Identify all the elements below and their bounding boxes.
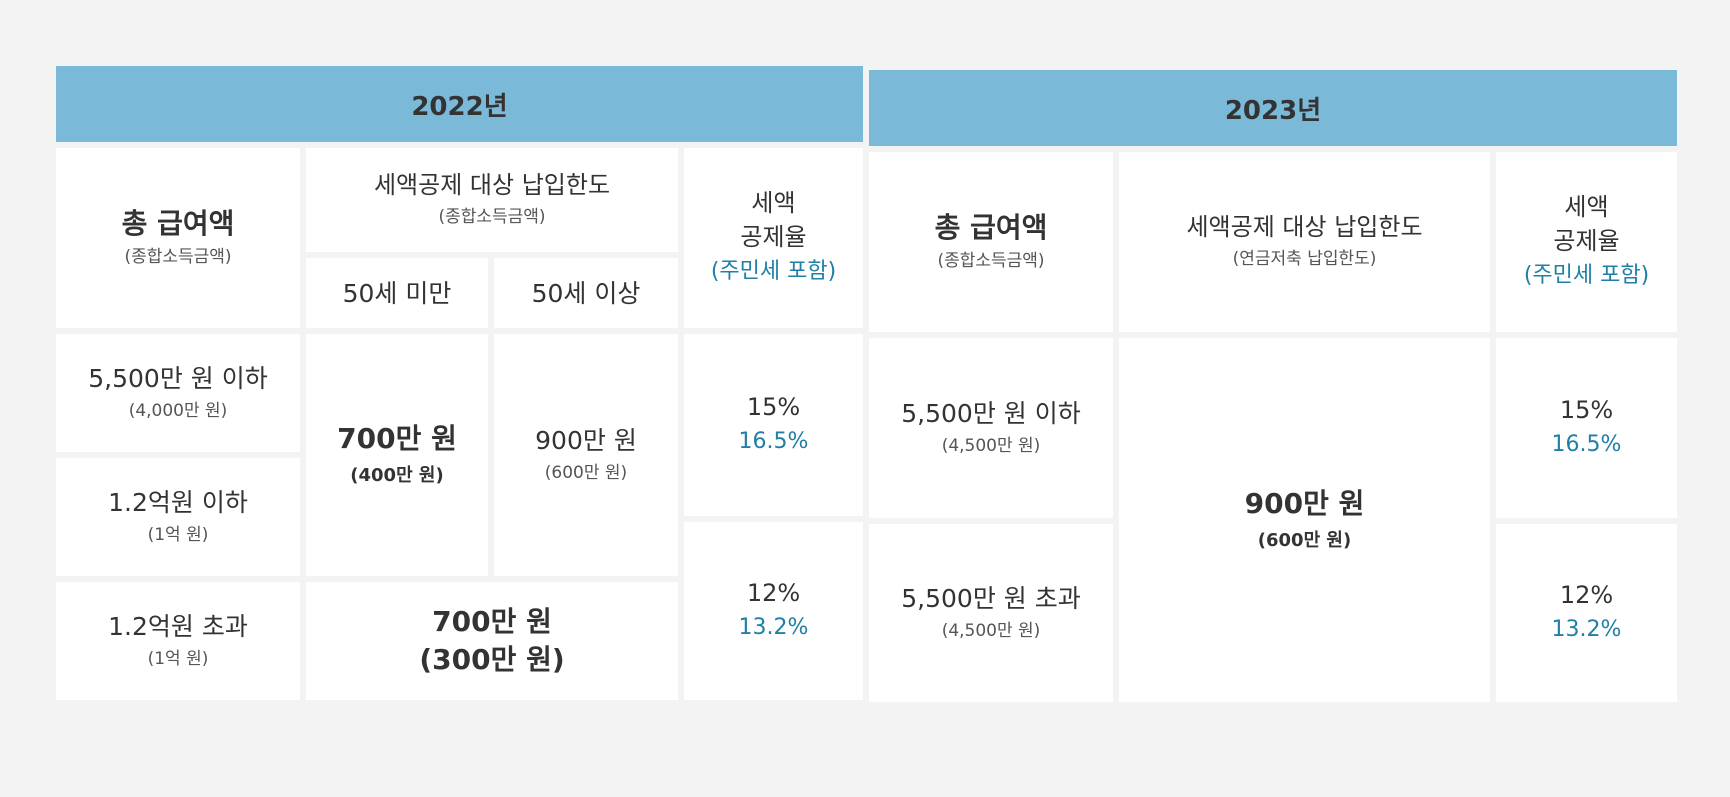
- col-limit-2022: 세액공제 대상 납입한도 (종합소득금액): [306, 148, 678, 252]
- col-over50-2022-label: 50세 이상: [531, 278, 641, 308]
- col-rate-2022-line1: 세액: [751, 189, 796, 218]
- salary-row3-2022-sub: (1억 원): [147, 648, 209, 669]
- limit-over50-2022-main: 900만 원: [535, 425, 637, 455]
- col-under50-2022: 50세 미만: [306, 258, 488, 328]
- rate1-2022: 15% 16.5%: [684, 334, 863, 516]
- rate2-2023-incl: 13.2%: [1551, 616, 1622, 642]
- salary-row2-2022-sub: (1억 원): [147, 524, 209, 545]
- salary-row2-2022-main: 1.2억원 이하: [108, 487, 248, 517]
- limit-2023-sub: (600만 원): [1257, 529, 1352, 551]
- col-salary-2023: 총 급여액 (종합소득금액): [869, 152, 1113, 332]
- col-rate-2023: 세액 공제율 (주민세 포함): [1496, 152, 1677, 332]
- salary-row2-2023-main: 5,500만 원 초과: [901, 583, 1081, 613]
- salary-row2-2023: 5,500만 원 초과 (4,500만 원): [869, 524, 1113, 702]
- rate2-2022: 12% 13.2%: [684, 522, 863, 700]
- col-under50-2022-label: 50세 미만: [342, 278, 452, 308]
- rate1-2023-base: 15%: [1559, 396, 1614, 425]
- rate2-2022-incl: 13.2%: [738, 614, 809, 640]
- col-rate-2023-line1: 세액: [1564, 193, 1609, 222]
- col-salary-2023-sub: (종합소득금액): [937, 251, 1045, 272]
- col-limit-2023-sub: (연금저축 납입한도): [1232, 249, 1377, 270]
- col-rate-2022-line2: 공제율: [740, 222, 807, 251]
- limit-under50-2022-sub: (400만 원): [350, 464, 444, 486]
- limit-2023: 900만 원 (600만 원): [1119, 338, 1490, 702]
- salary-row1-2023-main: 5,500만 원 이하: [901, 398, 1081, 428]
- salary-row1-2023: 5,500만 원 이하 (4,500만 원): [869, 338, 1113, 518]
- rate1-2023-incl: 16.5%: [1551, 431, 1622, 457]
- salary-row1-2022-main: 5,500만 원 이하: [88, 363, 268, 393]
- header-2023-label: 2023년: [1224, 95, 1322, 126]
- salary-row2-2022: 1.2억원 이하 (1억 원): [56, 458, 300, 576]
- salary-row1-2022-sub: (4,000만 원): [128, 400, 228, 421]
- rate2-2023-base: 12%: [1559, 581, 1614, 610]
- col-rate-2023-line2: 공제율: [1553, 226, 1620, 255]
- salary-row1-2022: 5,500만 원 이하 (4,000만 원): [56, 334, 300, 452]
- rate2-2022-base: 12%: [746, 579, 801, 608]
- col-limit-2023: 세액공제 대상 납입한도 (연금저축 납입한도): [1119, 152, 1490, 332]
- rate1-2022-base: 15%: [746, 393, 801, 422]
- limit-row3-2022-sub: (300만 원): [419, 643, 565, 676]
- salary-row2-2023-sub: (4,500만 원): [941, 620, 1041, 641]
- salary-row1-2023-sub: (4,500만 원): [941, 435, 1041, 456]
- limit-under50-2022-main: 700만 원: [337, 421, 457, 455]
- header-2023: 2023년: [869, 70, 1677, 146]
- header-2022-label: 2022년: [411, 91, 508, 122]
- limit-row3-2022: 700만 원 (300만 원): [306, 582, 678, 700]
- header-2022: 2022년: [56, 66, 863, 142]
- limit-over50-2022: 900만 원 (600만 원): [494, 334, 678, 576]
- col-rate-2022: 세액 공제율 (주민세 포함): [684, 148, 863, 328]
- rate2-2023: 12% 13.2%: [1496, 524, 1677, 702]
- col-limit-2023-title: 세액공제 대상 납입한도: [1186, 212, 1423, 241]
- salary-row3-2022-main: 1.2억원 초과: [108, 611, 248, 641]
- salary-row3-2022: 1.2억원 초과 (1억 원): [56, 582, 300, 700]
- col-limit-2022-sub: (종합소득금액): [438, 207, 546, 228]
- col-over50-2022: 50세 이상: [494, 258, 678, 328]
- col-salary-2022-sub: (종합소득금액): [124, 247, 232, 268]
- limit-2023-main: 900만 원: [1244, 486, 1365, 520]
- rate1-2023: 15% 16.5%: [1496, 338, 1677, 518]
- col-limit-2022-title: 세액공제 대상 납입한도: [373, 170, 611, 199]
- limit-row3-2022-main: 700만 원: [432, 605, 552, 639]
- col-rate-2022-line3: (주민세 포함): [710, 258, 837, 284]
- col-salary-2022: 총 급여액 (종합소득금액): [56, 148, 300, 328]
- rate1-2022-incl: 16.5%: [738, 428, 809, 454]
- col-salary-2022-title: 총 급여액: [121, 206, 235, 240]
- limit-over50-2022-sub: (600만 원): [544, 462, 628, 483]
- col-rate-2023-line3: (주민세 포함): [1523, 262, 1650, 288]
- col-salary-2023-title: 총 급여액: [934, 210, 1048, 244]
- limit-under50-2022: 700만 원 (400만 원): [306, 334, 488, 576]
